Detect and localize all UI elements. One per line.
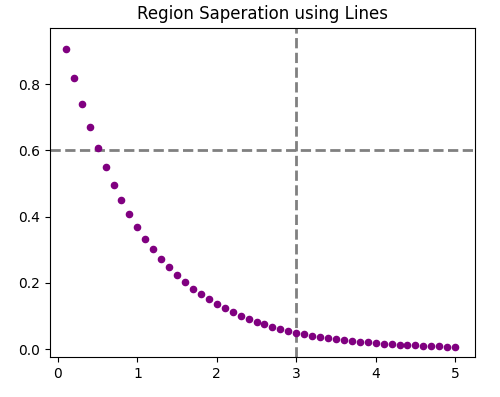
- Point: [340, 337, 348, 343]
- Point: [396, 341, 404, 348]
- Point: [62, 46, 70, 52]
- Point: [86, 124, 94, 130]
- Point: [332, 336, 340, 342]
- Point: [94, 145, 102, 151]
- Point: [197, 291, 205, 297]
- Point: [150, 246, 158, 252]
- Point: [436, 343, 444, 349]
- Point: [412, 342, 420, 349]
- Point: [451, 344, 459, 350]
- Point: [380, 340, 388, 347]
- Point: [228, 309, 236, 316]
- Point: [252, 319, 260, 325]
- Point: [236, 313, 244, 319]
- Point: [78, 100, 86, 107]
- Point: [173, 272, 181, 278]
- Point: [388, 341, 396, 347]
- Point: [420, 343, 428, 349]
- Point: [142, 235, 150, 242]
- Point: [189, 285, 197, 292]
- Point: [70, 75, 78, 81]
- Point: [181, 279, 189, 285]
- Point: [428, 343, 436, 349]
- Point: [221, 305, 229, 312]
- Title: Region Saperation using Lines: Region Saperation using Lines: [137, 6, 388, 23]
- Point: [118, 197, 126, 203]
- Point: [443, 343, 451, 350]
- Point: [276, 326, 284, 332]
- Point: [348, 338, 356, 344]
- Point: [284, 328, 292, 334]
- Point: [157, 256, 165, 262]
- Point: [292, 330, 300, 336]
- Point: [134, 224, 141, 230]
- Point: [316, 333, 324, 340]
- Point: [260, 321, 268, 328]
- Point: [165, 264, 173, 270]
- Point: [205, 296, 213, 303]
- Point: [300, 331, 308, 337]
- Point: [268, 324, 276, 330]
- Point: [244, 316, 252, 322]
- Point: [308, 332, 316, 339]
- Point: [364, 339, 372, 345]
- Point: [102, 164, 110, 170]
- Point: [110, 181, 118, 188]
- Point: [324, 335, 332, 341]
- Point: [404, 342, 411, 348]
- Point: [372, 340, 380, 346]
- Point: [213, 301, 221, 307]
- Point: [126, 211, 134, 218]
- Point: [356, 338, 364, 345]
